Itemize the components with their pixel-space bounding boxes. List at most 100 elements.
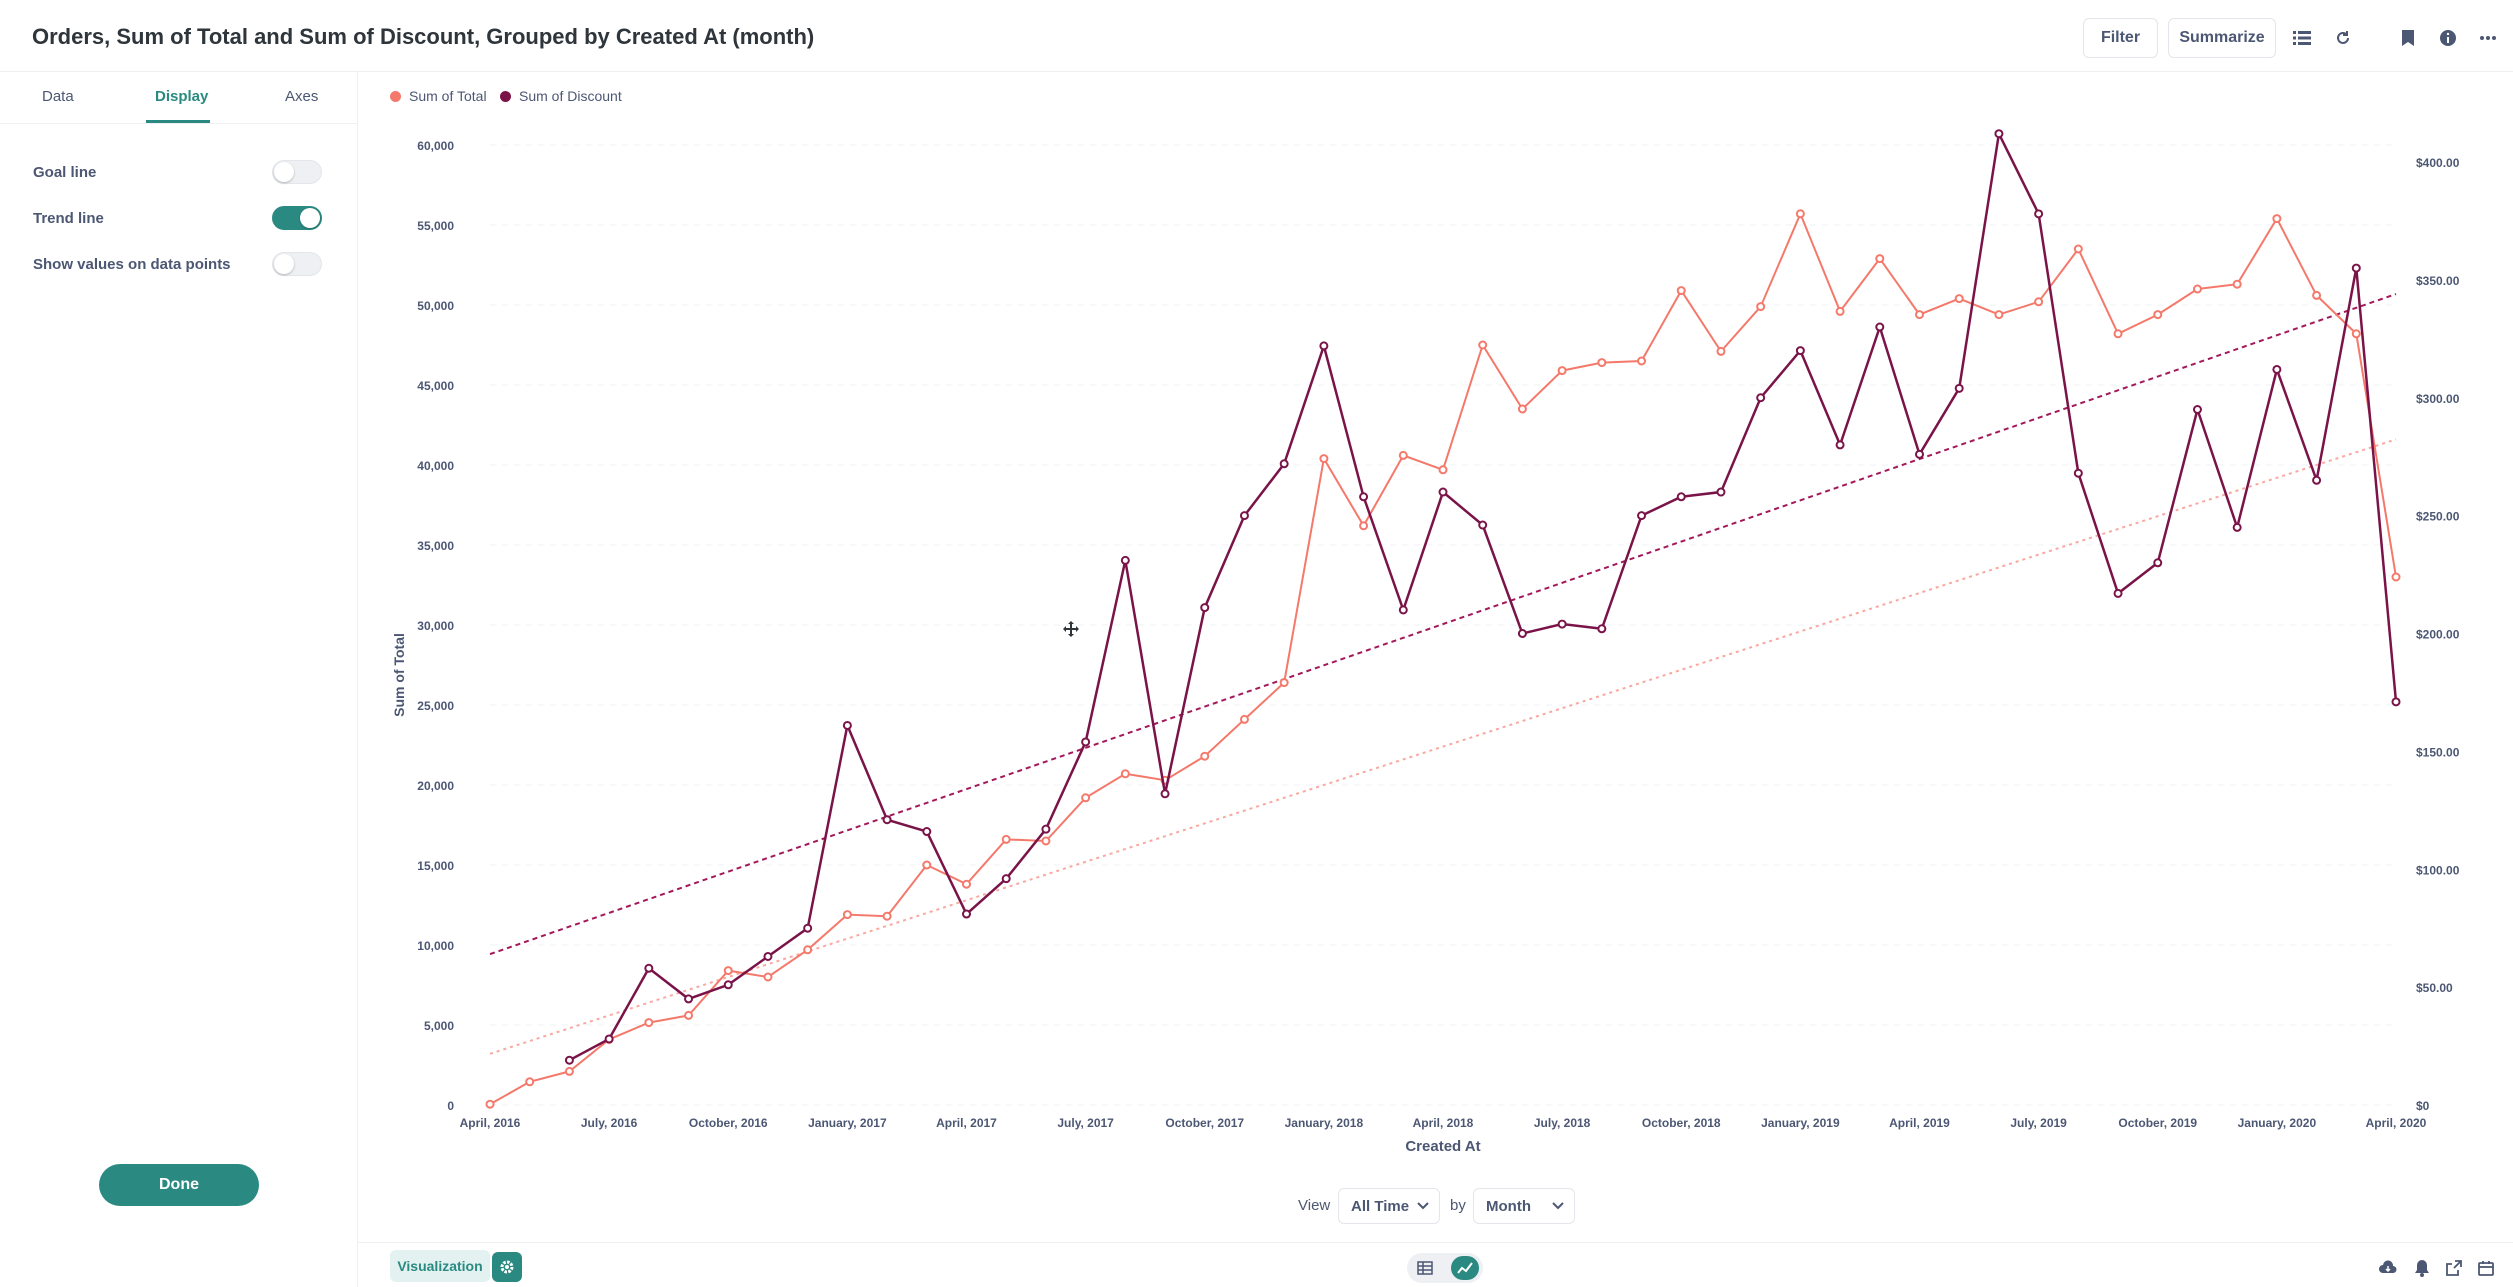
y-tick-label-right: $400.00 bbox=[2416, 156, 2460, 170]
chart-view-icon[interactable] bbox=[1451, 1256, 1479, 1280]
data-point-total bbox=[1954, 294, 1964, 304]
data-point-total bbox=[2272, 214, 2282, 224]
data-point-total bbox=[1557, 366, 1567, 376]
data-point-discount bbox=[1557, 619, 1567, 629]
footer-bar bbox=[358, 1242, 2513, 1287]
visualization-button[interactable]: Visualization bbox=[390, 1250, 490, 1282]
goal-line-toggle[interactable] bbox=[272, 160, 322, 184]
bookmark-icon[interactable] bbox=[2396, 26, 2420, 50]
data-point-discount bbox=[2232, 522, 2242, 532]
legend-item-discount[interactable]: Sum of Discount bbox=[500, 88, 622, 104]
data-point-total bbox=[1438, 465, 1448, 475]
data-point-total bbox=[763, 972, 773, 982]
y-tick-label-left: 5,000 bbox=[424, 1019, 454, 1033]
x-tick-label: January, 2018 bbox=[1285, 1116, 1364, 1130]
goal-line-label: Goal line bbox=[33, 164, 97, 181]
data-point-discount bbox=[1120, 555, 1130, 565]
data-point-total bbox=[1994, 310, 2004, 320]
data-point-total bbox=[1398, 450, 1408, 460]
data-point-total bbox=[2073, 244, 2083, 254]
trend-line-discount bbox=[489, 293, 2397, 956]
data-point-discount bbox=[1756, 393, 1766, 403]
alert-bell-icon[interactable] bbox=[2410, 1256, 2434, 1280]
header-bar: Orders, Sum of Total and Sum of Discount… bbox=[0, 0, 2513, 72]
y-tick-label-left: 35,000 bbox=[417, 539, 454, 553]
data-point-discount bbox=[2312, 475, 2322, 485]
data-point-discount bbox=[1716, 487, 1726, 497]
legend-label-total: Sum of Total bbox=[409, 88, 487, 104]
visualization-settings-button[interactable] bbox=[492, 1252, 522, 1282]
data-point-total bbox=[2232, 279, 2242, 289]
done-button[interactable]: Done bbox=[99, 1164, 259, 1206]
data-point-discount bbox=[1001, 874, 1011, 884]
data-point-discount bbox=[604, 1034, 614, 1044]
more-options-icon[interactable] bbox=[2476, 26, 2500, 50]
show-values-toggle[interactable] bbox=[272, 252, 322, 276]
data-point-total bbox=[1875, 254, 1885, 264]
y-tick-label-left: 60,000 bbox=[417, 139, 454, 153]
x-tick-label: October, 2018 bbox=[1642, 1116, 1721, 1130]
granularity-select[interactable]: Month bbox=[1473, 1188, 1575, 1224]
x-tick-label: January, 2019 bbox=[1761, 1116, 1840, 1130]
data-point-discount bbox=[2153, 558, 2163, 568]
x-tick-label: October, 2019 bbox=[2118, 1116, 2197, 1130]
refresh-icon[interactable] bbox=[2331, 26, 2355, 50]
y-tick-label-left: 15,000 bbox=[417, 859, 454, 873]
data-point-total bbox=[1637, 356, 1647, 366]
legend-item-total[interactable]: Sum of Total bbox=[390, 88, 487, 104]
data-point-discount bbox=[684, 994, 694, 1004]
data-point-discount bbox=[1081, 737, 1091, 747]
tab-axes[interactable]: Axes bbox=[285, 88, 319, 105]
y-tick-label-right: $350.00 bbox=[2416, 274, 2460, 288]
summarize-button[interactable]: Summarize bbox=[2168, 18, 2276, 58]
legend-label-discount: Sum of Discount bbox=[519, 88, 622, 104]
settings-sidebar: Data Display Axes Goal line Trend line S… bbox=[0, 72, 358, 1287]
data-point-discount bbox=[1676, 492, 1686, 502]
data-point-total bbox=[1120, 769, 1130, 779]
filter-button[interactable]: Filter bbox=[2083, 18, 2158, 58]
tab-data[interactable]: Data bbox=[42, 88, 74, 105]
data-point-total bbox=[525, 1077, 535, 1087]
data-point-total bbox=[1597, 358, 1607, 368]
data-point-discount bbox=[2073, 468, 2083, 478]
list-icon[interactable] bbox=[2290, 26, 2314, 50]
trend-line-toggle[interactable] bbox=[272, 206, 322, 230]
data-point-total bbox=[882, 911, 892, 921]
move-cursor-icon bbox=[1063, 621, 1079, 637]
data-point-discount bbox=[1835, 440, 1845, 450]
download-icon[interactable] bbox=[2376, 1256, 2400, 1280]
y-tick-label-right: $300.00 bbox=[2416, 392, 2460, 406]
data-point-discount bbox=[723, 980, 733, 990]
info-icon[interactable] bbox=[2436, 26, 2460, 50]
granularity-value: Month bbox=[1486, 1197, 1531, 1215]
data-point-total bbox=[1359, 521, 1369, 531]
data-point-discount bbox=[1954, 383, 1964, 393]
share-icon[interactable] bbox=[2442, 1256, 2466, 1280]
data-point-total bbox=[684, 1010, 694, 1020]
data-point-discount bbox=[962, 909, 971, 919]
y-tick-label-right: $250.00 bbox=[2416, 510, 2460, 524]
series-line-discount bbox=[568, 129, 2398, 1062]
y-tick-label-left: 50,000 bbox=[417, 299, 454, 313]
data-point-discount bbox=[1398, 605, 1408, 615]
trend-line-label: Trend line bbox=[33, 210, 104, 227]
calendar-icon[interactable] bbox=[2474, 1256, 2498, 1280]
data-point-discount bbox=[763, 951, 773, 961]
data-point-total bbox=[1319, 454, 1329, 464]
x-tick-label: January, 2017 bbox=[808, 1116, 887, 1130]
y-tick-label-right: $150.00 bbox=[2416, 745, 2460, 759]
time-range-select[interactable]: All Time bbox=[1338, 1188, 1440, 1224]
data-point-total bbox=[1081, 793, 1091, 803]
y-tick-label-left: 30,000 bbox=[417, 619, 454, 633]
tab-display[interactable]: Display bbox=[155, 88, 209, 105]
y-tick-label-left: 0 bbox=[447, 1099, 454, 1113]
y-tick-label-left: 20,000 bbox=[417, 779, 454, 793]
question-title[interactable]: Orders, Sum of Total and Sum of Discount… bbox=[32, 24, 815, 49]
data-point-total bbox=[2192, 284, 2202, 294]
data-point-discount bbox=[2192, 405, 2202, 415]
data-point-discount bbox=[1597, 624, 1607, 634]
legend-dot-total bbox=[390, 90, 401, 102]
data-point-discount bbox=[1994, 129, 2004, 139]
data-point-total bbox=[2391, 572, 2401, 582]
table-view-icon[interactable] bbox=[1411, 1256, 1439, 1280]
